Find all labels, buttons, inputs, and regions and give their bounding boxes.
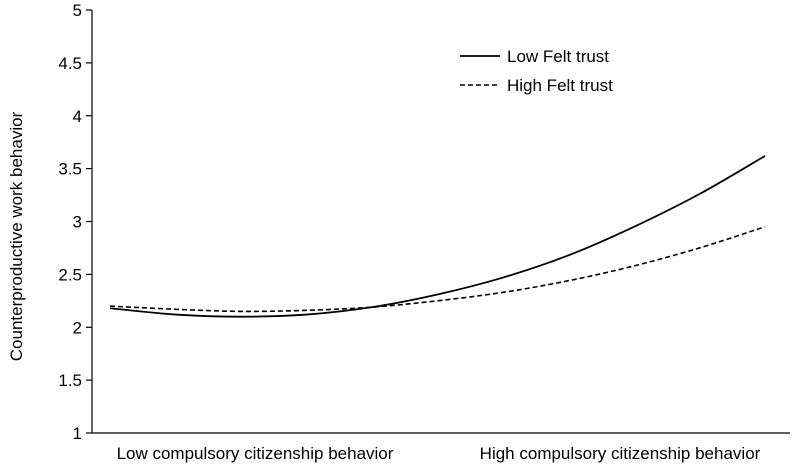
- y-tick-label: 1.5: [58, 371, 82, 390]
- x-category-label: High compulsory citizenship behavior: [480, 444, 761, 463]
- series-line-low-felt-trust: [109, 155, 766, 318]
- y-tick-label: 4: [73, 107, 82, 126]
- axes: [91, 10, 790, 434]
- y-tick-label: 1: [73, 424, 82, 443]
- legend: Low Felt trust High Felt trust: [460, 47, 613, 95]
- series-layer: [109, 155, 766, 318]
- y-tick-label: 5: [73, 1, 82, 20]
- legend-label: High Felt trust: [507, 76, 613, 95]
- y-tick-label: 3.5: [58, 160, 82, 179]
- series-line-high-felt-trust: [109, 226, 766, 313]
- x-category-label: Low compulsory citizenship behavior: [117, 444, 394, 463]
- y-axis-title: Counterproductive work behavior: [7, 111, 26, 361]
- y-tick-label: 2: [73, 318, 82, 337]
- y-tick-label: 4.5: [58, 54, 82, 73]
- legend-label: Low Felt trust: [507, 47, 609, 66]
- y-tick-label: 2.5: [58, 265, 82, 284]
- x-axis-labels: Low compulsory citizenship behavior High …: [117, 444, 761, 463]
- y-tick-label: 3: [73, 213, 82, 232]
- y-axis-ticks: 1 1.5 2 2.5 3 3.5 4 4.5 5: [58, 1, 92, 443]
